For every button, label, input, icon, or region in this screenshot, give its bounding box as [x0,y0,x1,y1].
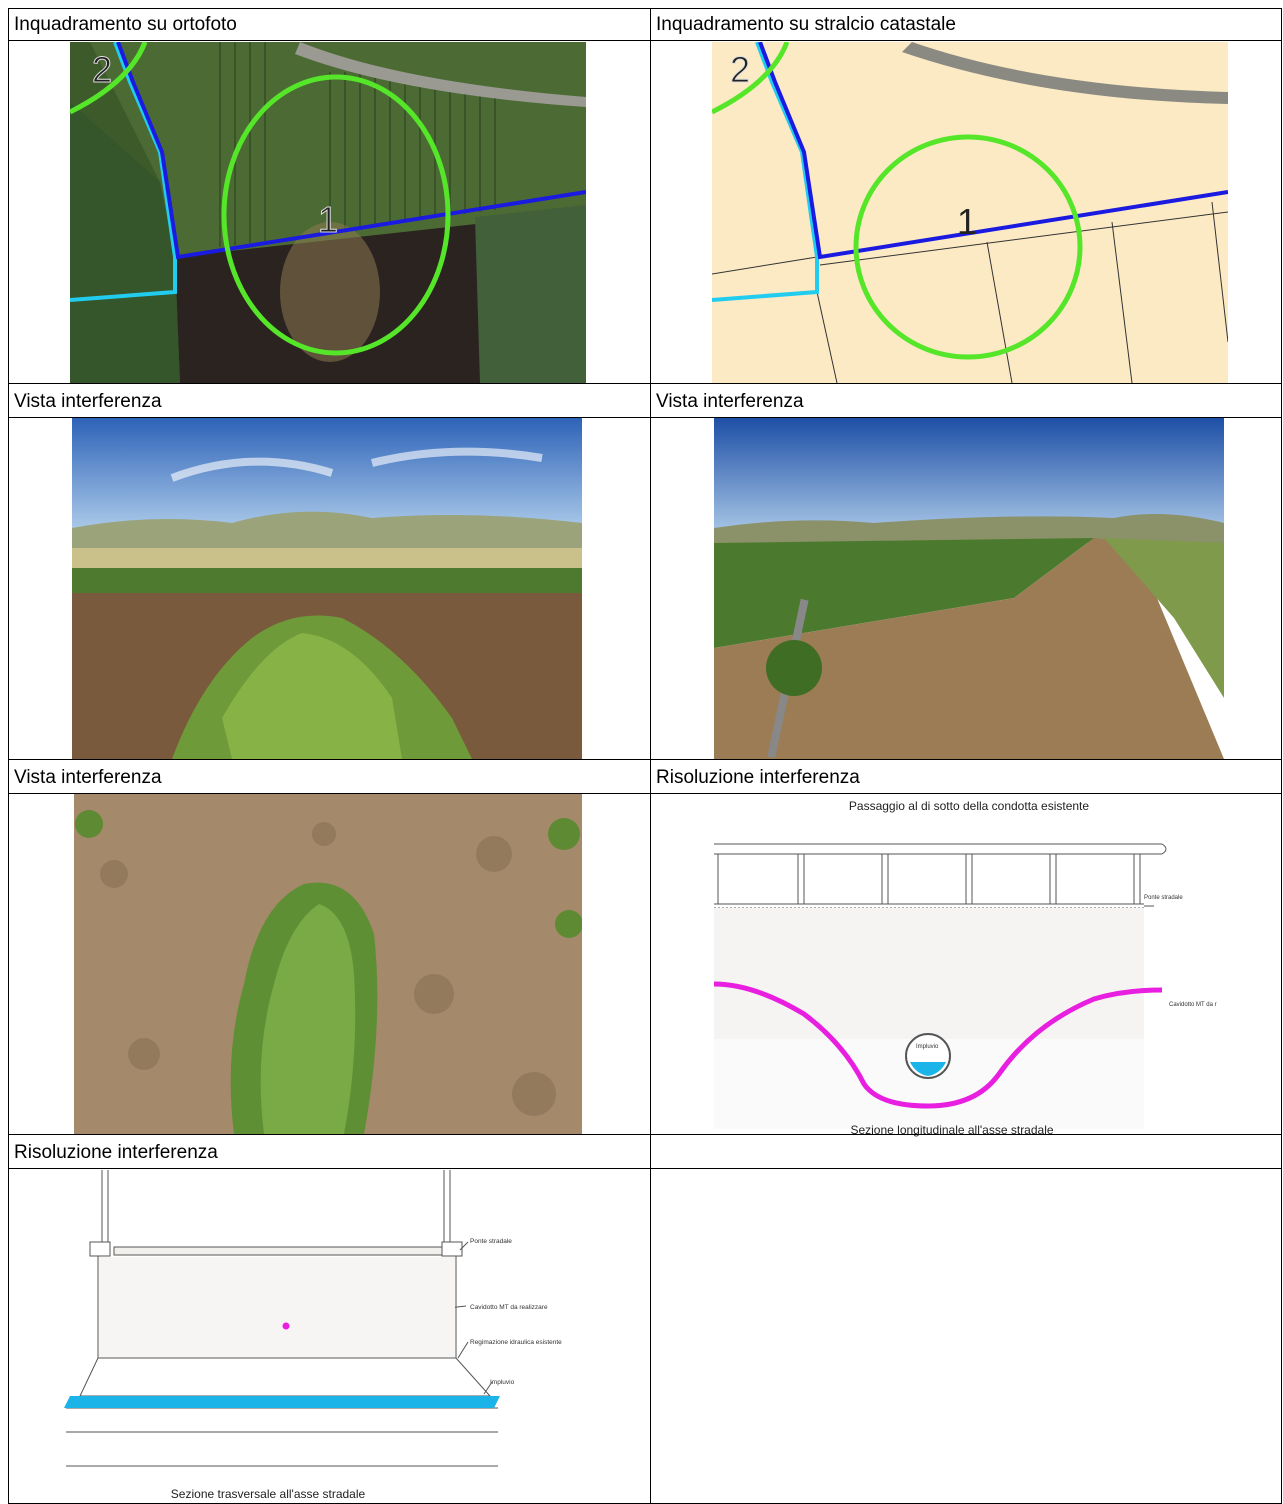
map-label-2: 2 [730,49,750,90]
longitudinal-heading: Passaggio al di sotto della condotta esi… [849,799,1089,813]
drain-label: Impluvio [490,1379,515,1386]
table-rule [8,8,1282,9]
orthophoto-map: 1 2 [70,42,586,383]
site-photo-2 [714,418,1224,759]
table-rule [8,8,9,1504]
cell-title-view-2: Vista interferenza [656,391,804,412]
longitudinal-section-drawing: Passaggio al di sotto della condotta esi… [714,794,1224,1149]
drain-label: Impluvio [916,1044,939,1050]
cell-title-view-1: Vista interferenza [14,391,162,412]
table-rule [8,383,1282,384]
cell-title-resolution-2: Risoluzione interferenza [14,1142,218,1163]
table-rule [8,1134,1282,1135]
bridge-label: Ponte stradale [1144,895,1183,901]
table-rule [8,417,1282,418]
map-label-1: 1 [318,199,338,240]
table-rule [1281,8,1282,1504]
cell-title-orthophoto: Inquadramento su ortofoto [14,14,237,35]
map-label-1: 1 [957,201,977,242]
table-rule [8,793,1282,794]
table-rule [8,759,1282,760]
cadastral-map: 1 2 [712,42,1228,383]
report-table: Inquadramento su ortofoto Inquadramento … [8,8,1282,1504]
cell-title-resolution-1: Risoluzione interferenza [656,767,860,788]
table-rule [8,40,1282,41]
map-label-2: 2 [92,49,112,90]
transversal-section-drawing: Ponte stradale Cavidotto MT da realizzar… [58,1170,608,1503]
regulation-label: Regimazione idraulica esistente [470,1339,562,1346]
table-rule [8,1168,1282,1169]
transversal-caption: Sezione trasversale all'asse stradale [171,1487,366,1501]
site-photo-3 [74,794,582,1134]
longitudinal-caption: Sezione longitudinale all'asse stradale [850,1123,1053,1137]
table-rule [650,8,651,1504]
cable-label: Cavidotto MT da r [1169,1002,1217,1008]
bridge-label: Ponte stradale [470,1238,512,1245]
cell-title-view-3: Vista interferenza [14,767,162,788]
cable-label: Cavidotto MT da realizzare [470,1304,548,1311]
cell-title-cadastral: Inquadramento su stralcio catastale [656,14,956,35]
site-photo-1 [72,418,582,759]
